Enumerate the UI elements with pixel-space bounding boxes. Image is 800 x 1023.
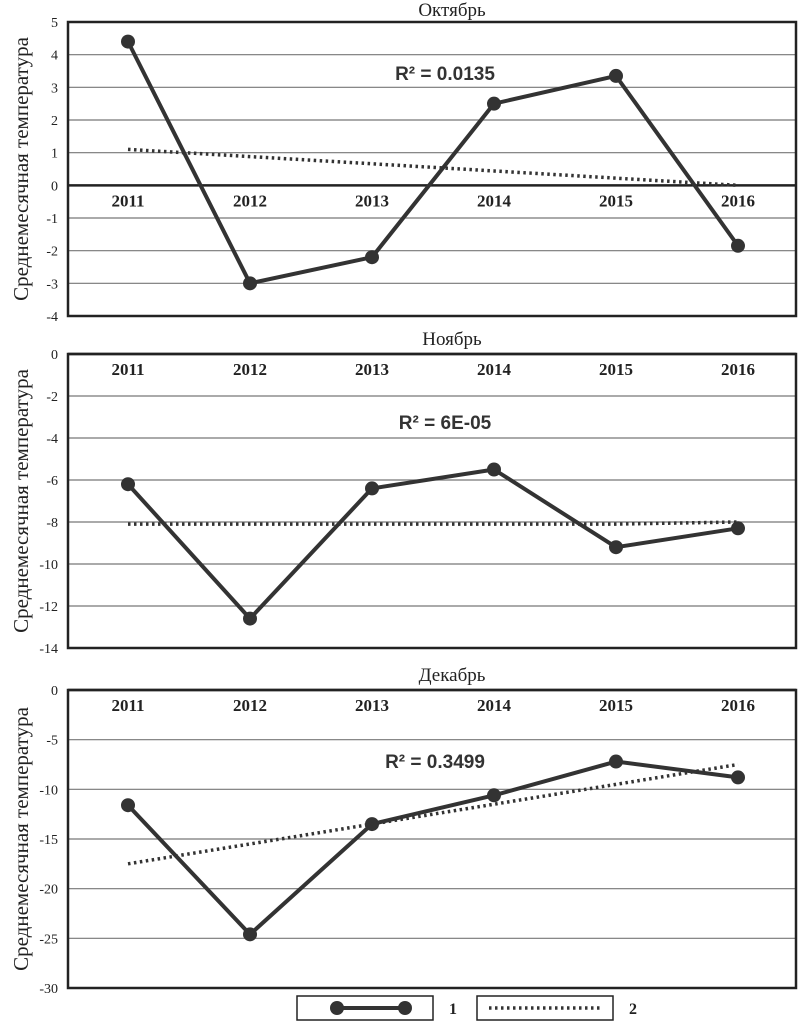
data-point (731, 770, 745, 785)
plot-frame (66, 20, 798, 318)
x-tick-label: 2013 (355, 191, 389, 210)
chart-panel-1: 0 -2 -4 -6 -8 -10 -12 -14 2011 2012 2013 2014 2015 20… (9, 329, 798, 657)
x-tick-label: 2015 (599, 191, 633, 210)
data-point (121, 34, 135, 49)
chart-title: Октябрь (418, 0, 486, 21)
data-point (121, 477, 135, 492)
data-point (731, 521, 745, 536)
y-tick-label: -6 (46, 474, 58, 489)
chart-panel-2: 0 -5 -10 -15 -20 -25 -30 2011 2012 2013 2014 2015 20… (9, 665, 798, 997)
data-point (731, 238, 745, 253)
y-tick-label: 0 (51, 179, 58, 194)
y-tick-label: -1 (46, 212, 58, 227)
y-tick-label: 0 (51, 684, 58, 699)
chart-title: Декабрь (419, 665, 486, 686)
plot-frame (66, 352, 798, 650)
y-tick-label: -2 (46, 245, 58, 260)
y-tick-label: -12 (39, 600, 58, 615)
chart-panel-0: 5 4 3 2 1 0 -1 -2 -3 -4 2011 2012 2013 2014 2015 2016 Ок… (9, 0, 798, 325)
y-tick-label: -20 (39, 883, 58, 898)
x-tick-label: 2013 (355, 696, 389, 715)
y-tick-label: 4 (51, 49, 58, 64)
y-tick-label: -25 (39, 932, 58, 947)
y-tick-label: 2 (51, 114, 58, 129)
data-point (365, 250, 379, 265)
data-line-series-1 (126, 40, 740, 286)
y-tick-label: 1 (51, 147, 58, 162)
x-tick-label: 2011 (111, 696, 144, 715)
y-tick-label: -10 (39, 783, 58, 798)
y-axis-label: Среднемесячная температура (9, 706, 33, 970)
x-tick-label: 2015 (599, 360, 633, 379)
y-tick-label: -14 (39, 642, 58, 657)
data-point (243, 276, 257, 291)
y-axis-label: Среднемесячная температура (9, 368, 33, 632)
data-point (609, 540, 623, 555)
y-tick-label: -2 (46, 390, 58, 405)
x-tick-label: 2015 (599, 696, 633, 715)
x-tick-label: 2012 (233, 191, 267, 210)
y-tick-label: -5 (46, 734, 58, 749)
legend-swatch-box (476, 995, 614, 1021)
legend-swatch-marker (398, 1001, 412, 1015)
x-tick-label: 2014 (477, 360, 512, 379)
legend-label: 1 (449, 1001, 457, 1018)
legend-swatch-marker (330, 1001, 344, 1015)
chart-title: Ноябрь (422, 329, 482, 350)
x-tick-label: 2013 (355, 360, 389, 379)
x-tick-label: 2012 (233, 696, 267, 715)
x-tick-label: 2012 (233, 360, 267, 379)
data-point (609, 754, 623, 769)
data-point (487, 96, 501, 111)
data-point (487, 462, 501, 477)
trend-line-series-2 (127, 762, 739, 866)
data-line-series-1 (126, 467, 739, 621)
y-tick-label: 3 (51, 81, 58, 96)
y-axis-label: Среднемесячная температура (9, 36, 33, 300)
r-squared-annotation: R² = 0.0135 (395, 64, 495, 85)
y-tick-label: -3 (46, 277, 58, 292)
x-tick-label: 2016 (721, 191, 755, 210)
data-point (365, 481, 379, 496)
legend-label: 2 (629, 1001, 637, 1018)
x-tick-label: 2014 (477, 191, 512, 210)
y-tick-label: -10 (39, 558, 58, 573)
x-tick-label: 2011 (111, 360, 144, 379)
data-point (121, 798, 135, 813)
y-tick-label: -4 (46, 432, 58, 447)
y-tick-label: -30 (39, 982, 58, 997)
data-point (243, 927, 257, 942)
x-tick-label: 2016 (721, 696, 755, 715)
data-point (243, 611, 257, 626)
y-tick-label: -15 (39, 833, 58, 848)
y-tick-label: 0 (51, 348, 58, 363)
x-tick-label: 2016 (721, 360, 755, 379)
data-point (487, 788, 501, 803)
y-tick-label: -8 (46, 516, 58, 531)
data-point (609, 68, 623, 83)
x-tick-label: 2014 (477, 696, 512, 715)
y-tick-label: -4 (46, 310, 58, 325)
r-squared-annotation: R² = 6E-05 (399, 413, 492, 434)
x-tick-label: 2011 (111, 191, 144, 210)
y-tick-label: 5 (51, 16, 58, 31)
r-squared-annotation: R² = 0.3499 (385, 752, 485, 773)
data-line-series-1 (126, 759, 739, 937)
